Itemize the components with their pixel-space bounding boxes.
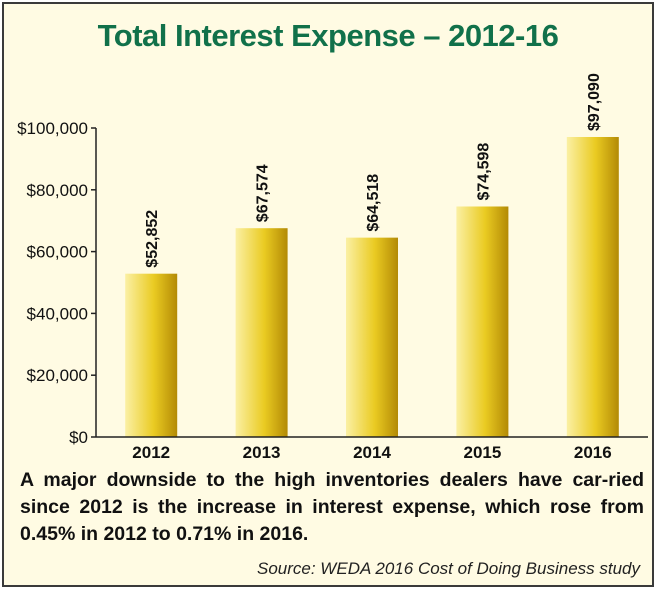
- x-tick-label: 2012: [132, 443, 170, 462]
- x-tick-label: 2016: [574, 443, 612, 462]
- data-label-2014: $64,518: [365, 174, 382, 232]
- bar-2014: [346, 237, 398, 437]
- source-note: Source: WEDA 2016 Cost of Doing Business…: [257, 559, 640, 578]
- y-tick-label: $0: [69, 428, 88, 447]
- x-tick-label: 2014: [353, 443, 391, 462]
- data-label-2016: $97,090: [586, 73, 603, 131]
- chart-caption: A major downside to the high inventories…: [20, 469, 644, 545]
- y-tick-label: $60,000: [27, 243, 88, 262]
- bar-chart: $0 $20,000 $40,000 $60,000 $80,000 $100,000 $…: [17, 73, 648, 462]
- y-tick-label: $80,000: [27, 181, 88, 200]
- chart-title: Total Interest Expense – 2012-16: [97, 18, 559, 53]
- bar-2016: [566, 136, 619, 438]
- x-tick-label: 2015: [463, 443, 501, 462]
- bar-2015: [456, 206, 509, 437]
- x-tick-label: 2013: [243, 443, 281, 462]
- y-tick-label: $20,000: [27, 366, 88, 385]
- data-label-2013: $67,574: [255, 164, 272, 222]
- y-tick-label: $100,000: [17, 119, 88, 138]
- chart-panel: Total Interest Expense – 2012-16 $0 $20,0…: [2, 2, 654, 587]
- bar-2012: [125, 273, 178, 437]
- bar-2013: [235, 228, 288, 437]
- y-tick-label: $40,000: [27, 304, 88, 323]
- data-label-2015: $74,598: [475, 143, 492, 201]
- data-label-2012: $52,852: [144, 210, 161, 268]
